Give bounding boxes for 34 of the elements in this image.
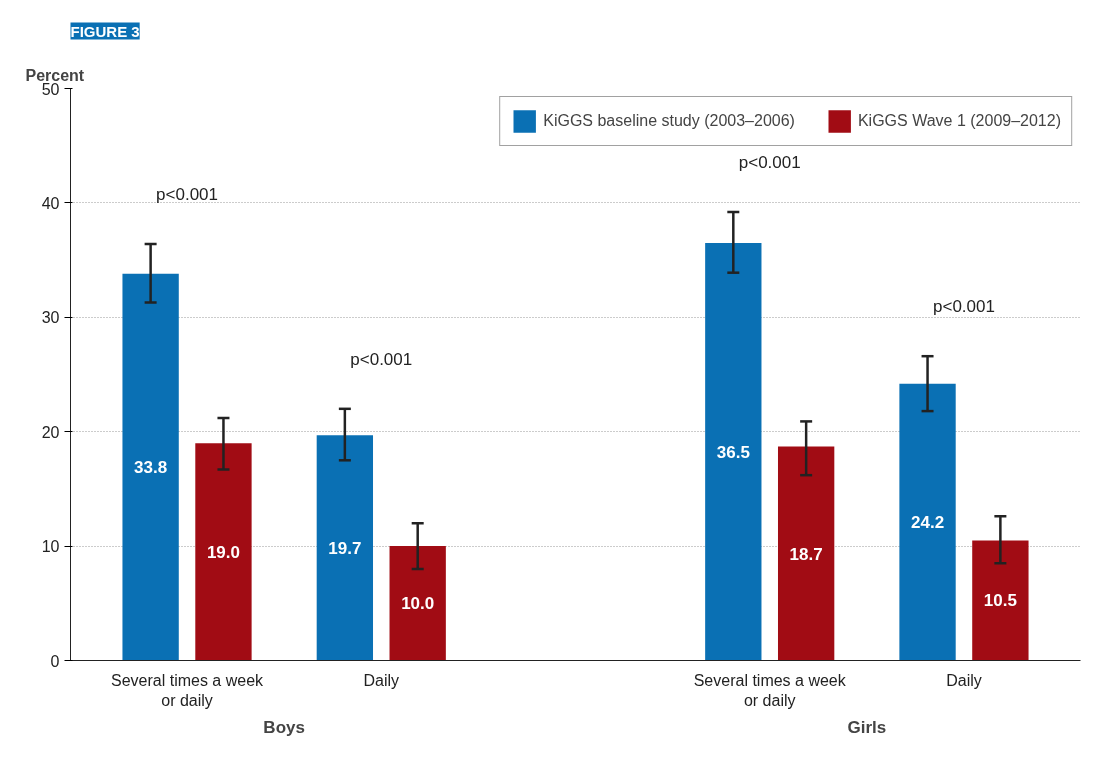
annotation: p<0.001 bbox=[350, 349, 413, 369]
data-label: 19.7 bbox=[328, 538, 362, 558]
data-label: 36.5 bbox=[716, 442, 750, 462]
text: Girls bbox=[847, 717, 887, 737]
bar bbox=[389, 546, 446, 661]
data-label: 24.2 bbox=[911, 513, 945, 533]
chart-title: FIGURE 3 bbox=[70, 22, 140, 40]
annotation: p<0.001 bbox=[156, 185, 219, 205]
y-tick-label: 20 bbox=[41, 423, 60, 441]
x-tick-label: Daily bbox=[946, 671, 982, 689]
data-label: 10.5 bbox=[983, 591, 1017, 611]
bar bbox=[195, 443, 252, 661]
bar bbox=[122, 273, 179, 661]
text: Boys bbox=[263, 717, 305, 737]
data-label: 33.8 bbox=[134, 458, 168, 478]
data-label: 19.0 bbox=[206, 542, 241, 562]
x-tick-label: Daily bbox=[363, 671, 400, 689]
y-tick-label: 10 bbox=[41, 538, 60, 556]
y-tick-label: 40 bbox=[41, 194, 60, 212]
y-tick-label: 30 bbox=[41, 309, 60, 327]
bar bbox=[899, 383, 956, 661]
annotation: p<0.001 bbox=[738, 153, 801, 173]
bar bbox=[316, 435, 374, 661]
annotation: p<0.001 bbox=[933, 297, 995, 317]
x-tick-label: Several times a week or daily bbox=[111, 671, 265, 709]
data-label: 10.0 bbox=[401, 594, 435, 614]
bar bbox=[777, 446, 835, 661]
bar bbox=[705, 242, 762, 661]
y-tick-label: 0 bbox=[50, 652, 60, 670]
x-tick-label: Several times a week or daily bbox=[693, 671, 847, 709]
legend-label: KiGGS baseline study (2003–2006) bbox=[543, 112, 795, 130]
bar bbox=[972, 540, 1029, 661]
data-label: 18.7 bbox=[789, 544, 823, 564]
legend-label: KiGGS Wave 1 (2009–2012) bbox=[857, 112, 1061, 130]
